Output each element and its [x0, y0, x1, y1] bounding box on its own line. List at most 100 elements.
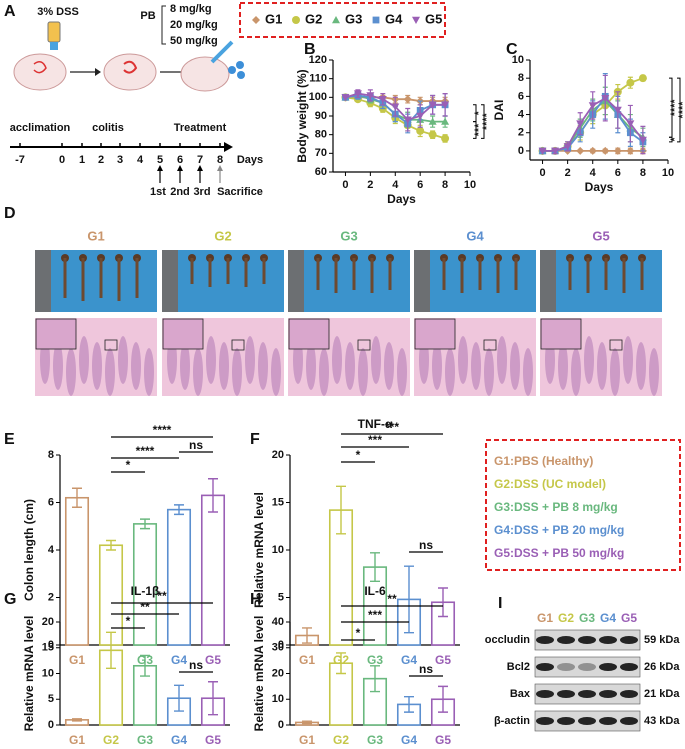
significance-label: *** — [368, 608, 382, 622]
y-axis-label: DAI — [492, 100, 506, 121]
x-tick-label: 8 — [442, 179, 448, 191]
marker — [588, 146, 597, 155]
error-bar — [438, 587, 448, 618]
x-axis-label: Days — [387, 192, 416, 206]
significance-label: * — [356, 448, 361, 462]
x-tick-label: G3 — [137, 733, 153, 747]
dose-time: 3rd — [193, 186, 210, 198]
legend-label: G2 — [305, 11, 322, 26]
group-label: G1 — [87, 228, 104, 243]
panel-label: I — [498, 595, 502, 612]
blot-group: G4 — [600, 611, 616, 625]
tissue — [458, 336, 468, 384]
significance-label: * — [356, 626, 361, 640]
blot-group: G1 — [537, 611, 553, 625]
blot-band — [620, 663, 638, 671]
error-bar — [404, 695, 414, 713]
marker — [341, 94, 350, 102]
error-bar — [302, 720, 312, 725]
tissue — [597, 342, 607, 390]
y-tick-label: 20 — [42, 616, 54, 628]
dss-label: 3% DSS — [37, 6, 79, 18]
marker — [441, 117, 450, 125]
significance-label: **** — [669, 98, 681, 116]
x-tick-label: 6 — [417, 179, 423, 191]
protein-size: 21 kDa — [644, 688, 680, 700]
error-bar — [370, 665, 380, 693]
marker — [626, 78, 635, 87]
timeline-label: 6 — [177, 154, 183, 166]
blot-band — [620, 636, 638, 644]
panel-label: F — [250, 431, 260, 448]
dose: 20 mg/kg — [170, 19, 218, 31]
marker — [403, 116, 412, 124]
marker — [563, 143, 572, 151]
tissue — [180, 342, 190, 390]
error-bar — [72, 487, 82, 508]
marker — [601, 146, 610, 155]
schematic — [10, 5, 245, 152]
group-label: G2 — [214, 228, 231, 243]
marker — [588, 102, 597, 110]
chart-title: TNF-α — [358, 417, 393, 431]
inset — [35, 318, 77, 350]
particle — [237, 71, 245, 79]
tissue — [345, 342, 355, 390]
marker — [391, 103, 400, 111]
colon — [568, 258, 572, 290]
tissue — [384, 342, 394, 390]
y-tick-label: 8 — [518, 72, 524, 84]
bracket — [161, 5, 166, 45]
tissue — [118, 336, 128, 384]
blot-band — [536, 636, 554, 644]
timeline-label: 1 — [79, 154, 85, 166]
dose-time: 2nd — [170, 186, 190, 198]
ruler — [288, 250, 304, 312]
significance-label: ns — [419, 538, 433, 552]
blot-band — [557, 717, 575, 725]
y-tick-label: 6 — [518, 90, 524, 102]
x-tick-label: G2 — [333, 733, 349, 747]
y-tick-label: 0 — [48, 639, 54, 651]
blot-band — [536, 717, 554, 725]
x-tick-label: 0 — [539, 167, 545, 179]
y-tick-label: 120 — [309, 54, 327, 66]
inset — [162, 318, 204, 350]
legend-entry: G3:DSS + PB 8 mg/kg — [494, 500, 618, 514]
tissue — [271, 348, 281, 396]
marker — [551, 147, 560, 155]
significance-label: ** — [140, 600, 150, 614]
colon — [604, 258, 608, 290]
particle — [228, 66, 236, 74]
y-tick-label: 6 — [48, 496, 54, 508]
colon — [63, 258, 67, 298]
inset — [414, 318, 456, 350]
error-bar — [106, 631, 116, 670]
marker — [353, 90, 362, 98]
dose-arrow-head — [177, 165, 183, 171]
drug-label: PB — [140, 10, 155, 22]
panel-label: H — [250, 591, 262, 608]
phase: colitis — [92, 122, 124, 134]
y-tick-label: 60 — [315, 166, 327, 178]
colon-icon — [33, 61, 47, 74]
tissue — [371, 336, 381, 384]
legend-entry: G2:DSS (UC model) — [494, 477, 606, 491]
x-tick-label: 4 — [590, 167, 597, 179]
tissue — [66, 348, 76, 396]
y-tick-label: 15 — [42, 642, 54, 654]
marker — [601, 94, 610, 103]
arrow-head — [95, 68, 101, 76]
blot-band — [578, 690, 596, 698]
significance-label: **** — [677, 101, 685, 119]
legend-label: G5 — [425, 11, 442, 26]
colon — [586, 258, 590, 293]
protein-name: Bax — [510, 688, 531, 700]
bar — [166, 508, 192, 646]
tissue — [610, 348, 620, 396]
inset-source — [357, 339, 371, 351]
significance-label: *** — [385, 420, 399, 434]
colon — [370, 258, 374, 293]
phase: acclimation — [10, 122, 71, 134]
blot-band — [536, 663, 554, 671]
